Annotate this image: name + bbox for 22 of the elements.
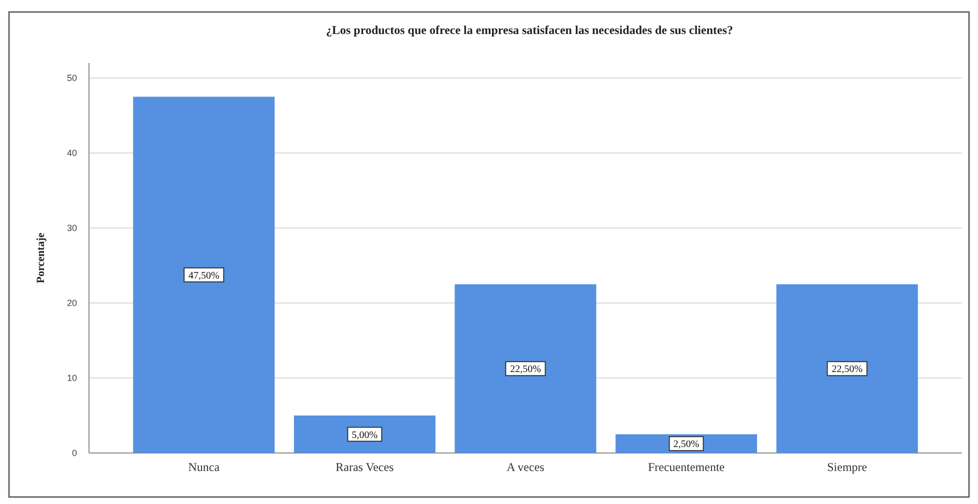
bar: [294, 416, 436, 453]
data-label: 22,50%: [510, 364, 541, 376]
bar: [776, 284, 918, 453]
y-tick-label: 10: [66, 373, 77, 383]
y-tick-label: 50: [66, 73, 77, 83]
x-tick-label: A veces: [506, 460, 545, 474]
y-tick-label: 40: [66, 148, 77, 158]
x-tick-label: Siempre: [827, 460, 868, 474]
data-label: 22,50%: [832, 364, 863, 376]
data-label: 47,50%: [188, 270, 220, 282]
y-tick-label: 30: [66, 223, 77, 233]
x-tick-label: Raras Veces: [336, 460, 394, 474]
y-tick-label: 20: [66, 298, 77, 308]
bar: [454, 284, 596, 453]
y-axis-title: Porcentaje: [35, 232, 47, 284]
data-label: 5,00%: [352, 430, 378, 441]
x-tick-label: Nunca: [188, 460, 220, 474]
chart-title: ¿Los productos que ofrece la empresa satisfacen las necesidades de sus clientes?: [326, 23, 733, 37]
y-tick-label: 0: [72, 448, 77, 458]
x-tick-label: Frecuentemente: [648, 460, 725, 474]
data-label: 2,50%: [673, 439, 700, 450]
bar: [133, 96, 275, 453]
